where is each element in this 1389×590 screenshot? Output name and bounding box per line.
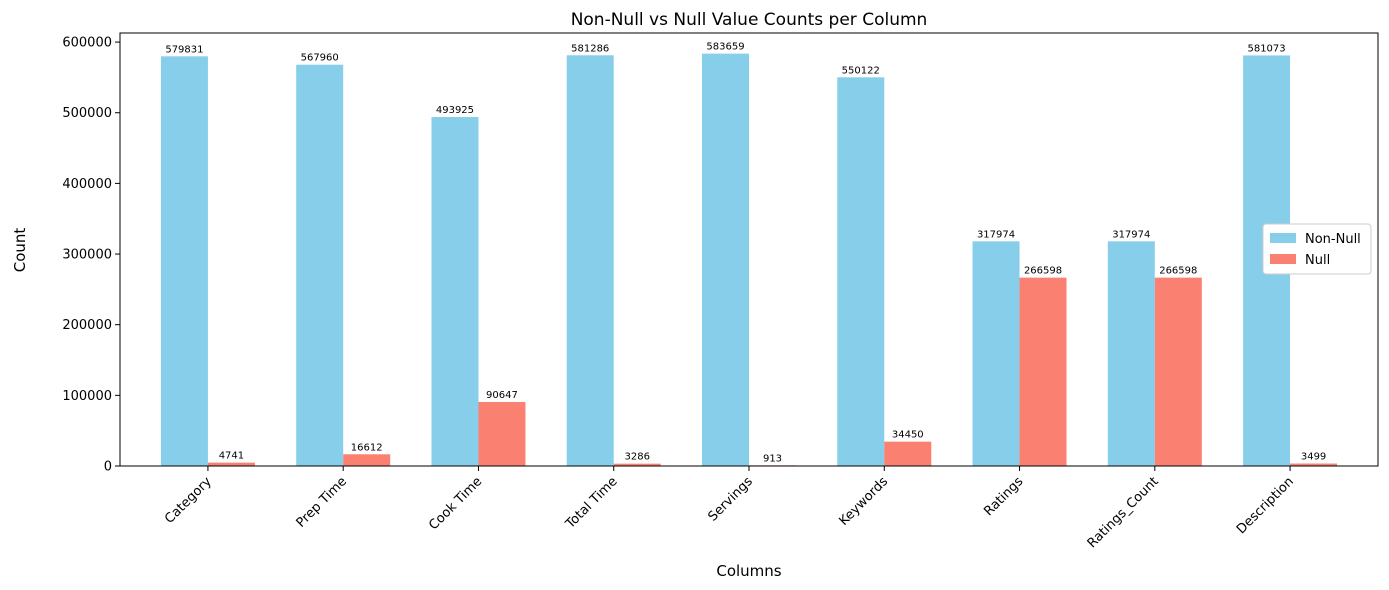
- chart-title: Non-Null vs Null Value Counts per Column: [571, 10, 928, 30]
- x-tick-label: Ratings: [981, 474, 1026, 519]
- bar-non-null: [1107, 241, 1155, 466]
- x-tick-label: Category: [162, 474, 215, 527]
- data-label-non-null: 567960: [301, 53, 339, 64]
- bar-null: [343, 454, 391, 466]
- x-tick-label: Total Time: [562, 474, 620, 532]
- x-tick-label: Servings: [706, 474, 756, 524]
- y-tick-label: 300000: [62, 248, 112, 263]
- legend-swatch-null: [1270, 254, 1296, 264]
- data-label-null: 4741: [219, 451, 244, 462]
- data-labels-group: 579831 4741 567960 16612 493925 90647 581286 32…: [165, 42, 1326, 465]
- bar-non-null: [702, 53, 749, 466]
- data-label-non-null: 317974: [1112, 229, 1150, 240]
- legend-swatch-non-null: [1270, 233, 1296, 243]
- x-axis-label: Columns: [716, 562, 781, 580]
- data-label-non-null: 581073: [1247, 43, 1285, 54]
- data-label-non-null: 317974: [977, 229, 1015, 240]
- data-label-null: 266598: [1159, 266, 1197, 277]
- data-label-null: 34450: [892, 430, 924, 441]
- data-label-null: 90647: [486, 390, 518, 401]
- y-axis-label: Count: [11, 228, 29, 273]
- bar-null: [207, 462, 255, 466]
- data-label-non-null: 581286: [571, 43, 609, 54]
- x-tick-label: Prep Time: [294, 474, 350, 530]
- bar-null: [1154, 277, 1202, 466]
- x-axis: Category Prep Time Cook Time Total Time Serv…: [162, 466, 1297, 551]
- x-tick-label: Description: [1234, 474, 1297, 537]
- data-label-null: 913: [763, 453, 782, 464]
- data-label-null: 3499: [1301, 452, 1326, 463]
- bar-non-null: [837, 77, 885, 466]
- bar-non-null: [296, 64, 344, 466]
- legend-label-null: Null: [1305, 253, 1330, 268]
- data-label-non-null: 550122: [842, 65, 880, 76]
- y-tick-label: 200000: [62, 318, 112, 333]
- legend-label-non-null: Non-Null: [1305, 232, 1361, 247]
- data-label-non-null: 493925: [436, 105, 474, 116]
- bar-non-null: [160, 56, 208, 467]
- x-tick-label: Keywords: [836, 474, 891, 529]
- x-tick-label: Cook Time: [426, 474, 485, 533]
- bar-null: [613, 463, 661, 466]
- data-label-non-null: 583659: [706, 42, 744, 53]
- y-tick-label: 400000: [62, 177, 112, 192]
- data-label-null: 16612: [351, 442, 383, 453]
- bar-non-null: [972, 241, 1020, 466]
- bar-null: [478, 401, 526, 466]
- data-label-null: 266598: [1024, 266, 1062, 277]
- bar-non-null: [431, 117, 479, 466]
- y-tick-label: 100000: [62, 389, 112, 404]
- data-label-non-null: 579831: [165, 44, 203, 55]
- x-tick-label: Ratings_Count: [1085, 474, 1162, 551]
- y-axis: 0 100000 200000 300000 400000 500000 600000: [62, 36, 120, 475]
- y-tick-label: 500000: [62, 106, 112, 121]
- bar-null: [1019, 277, 1067, 466]
- bar-null: [884, 441, 932, 466]
- legend: Non-Null Null: [1262, 223, 1372, 275]
- bar-non-null: [566, 55, 614, 466]
- y-tick-label: 600000: [62, 36, 112, 51]
- bars-group: [160, 53, 1338, 467]
- plot-frame: [119, 32, 1379, 467]
- y-tick-label: 0: [104, 460, 112, 475]
- data-label-null: 3286: [625, 452, 650, 463]
- bar-null: [1290, 463, 1338, 466]
